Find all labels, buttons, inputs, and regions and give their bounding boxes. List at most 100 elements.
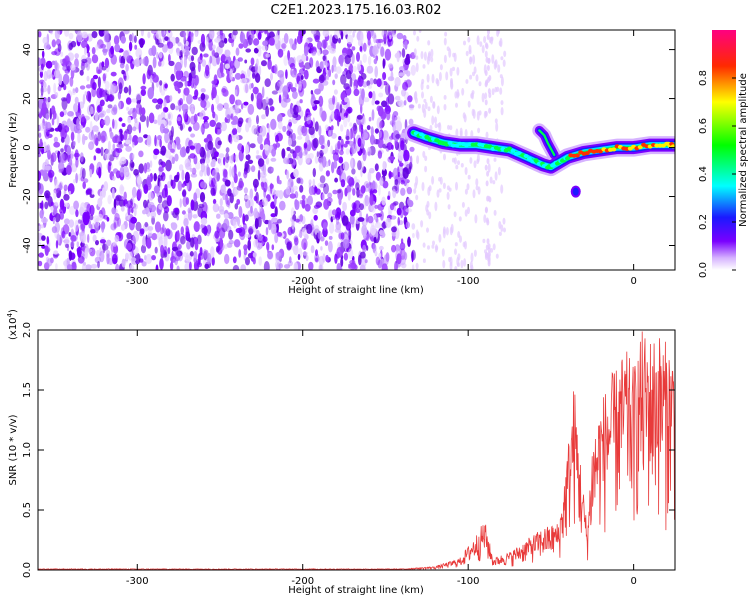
noise-speckle (243, 171, 248, 179)
noise-speckle (374, 128, 379, 134)
noise-speckle (112, 136, 118, 144)
noise-speckle-faint (464, 167, 468, 175)
noise-speckle (288, 121, 292, 127)
colorbar-ticks: 0.0 0.2 0.4 0.6 0.8 (698, 70, 736, 278)
noise-speckle (179, 164, 184, 171)
noise-speckle (47, 96, 51, 103)
noise-speckle (200, 33, 206, 45)
noise-speckle (38, 202, 41, 209)
noise-speckle (170, 103, 176, 111)
spectrogram-y-tick-label: -20 (22, 188, 33, 204)
noise-speckle (190, 31, 194, 43)
noise-speckle (159, 150, 166, 155)
noise-speckle-faint (426, 209, 430, 216)
noise-speckle (322, 49, 329, 56)
noise-speckle (223, 169, 228, 178)
noise-speckle (142, 56, 149, 66)
noise-speckle (192, 214, 198, 219)
noise-speckle (65, 164, 72, 176)
noise-speckle (51, 39, 56, 48)
noise-speckle (129, 264, 135, 270)
noise-speckle (248, 228, 254, 235)
noise-speckle (81, 31, 88, 39)
noise-speckle (253, 38, 260, 46)
noise-speckle (225, 152, 230, 164)
noise-speckle (40, 85, 44, 97)
noise-speckle (370, 30, 374, 37)
noise-speckle-faint (464, 209, 468, 217)
noise-speckle-faint (434, 201, 438, 212)
noise-speckle (197, 234, 202, 245)
noise-speckle (147, 191, 154, 201)
noise-speckle (411, 223, 416, 230)
noise-speckle (132, 126, 137, 132)
noise-speckle-faint (458, 216, 462, 222)
noise-speckle (224, 162, 229, 168)
noise-speckle (210, 246, 215, 259)
noise-speckle (118, 100, 121, 111)
noise-speckle (289, 149, 295, 154)
noise-speckle (387, 30, 395, 38)
noise-speckle-faint (427, 106, 431, 112)
noise-speckle (176, 214, 179, 221)
noise-speckle (176, 265, 180, 270)
noise-speckle-faint (502, 59, 506, 67)
noise-speckle (125, 97, 132, 105)
noise-speckle (64, 218, 70, 225)
noise-speckle (208, 39, 214, 51)
noise-speckle (213, 172, 221, 183)
noise-streak (486, 158, 490, 165)
noise-speckle (79, 152, 84, 163)
noise-speckle-faint (500, 184, 504, 194)
noise-speckle (180, 44, 184, 52)
noise-speckle (379, 120, 384, 129)
noise-speckle (233, 239, 241, 248)
noise-speckle-faint (462, 241, 466, 248)
noise-speckle (155, 30, 162, 40)
noise-speckle (133, 207, 137, 217)
noise-speckle (176, 143, 181, 150)
noise-speckle (167, 181, 172, 189)
noise-speckle (57, 85, 62, 92)
noise-speckle (252, 178, 259, 188)
noise-speckle (63, 84, 67, 91)
noise-speckle (228, 229, 234, 240)
noise-speckle (312, 137, 319, 149)
noise-speckle-faint (463, 40, 466, 46)
noise-speckle (167, 247, 171, 255)
noise-speckle (215, 94, 220, 105)
noise-speckle (126, 106, 130, 111)
noise-speckle-faint (454, 266, 458, 270)
noise-speckle (232, 256, 237, 264)
noise-speckle (277, 70, 285, 78)
colorbar-tick-label: 0.8 (698, 70, 709, 86)
noise-speckle (332, 189, 338, 195)
noise-speckle (89, 120, 93, 133)
noise-speckle (310, 95, 317, 107)
noise-speckle (224, 244, 228, 250)
noise-speckle (322, 55, 326, 61)
spectrogram-frame (37, 29, 676, 271)
noise-speckle (362, 42, 367, 52)
noise-speckle (76, 30, 83, 43)
spectrogram-x-ticks: -300 -200 -100 0 (126, 30, 637, 287)
snr-series-line (38, 331, 675, 570)
noise-speckle (289, 256, 292, 264)
noise-speckle (229, 68, 233, 81)
noise-speckle (184, 254, 192, 262)
colorbar-gradient (712, 30, 736, 270)
noise-speckle (387, 76, 395, 82)
noise-speckle (112, 143, 116, 150)
noise-speckle (188, 126, 192, 132)
spectrogram-y-tick-label: 20 (22, 92, 33, 105)
noise-speckle (387, 195, 390, 200)
noise-speckle-faint (451, 157, 455, 163)
noise-speckle (367, 84, 373, 90)
noise-speckle (254, 73, 261, 83)
noise-speckle (315, 257, 319, 262)
noise-speckle (121, 258, 126, 268)
noise-speckle (216, 67, 224, 79)
noise-speckle (138, 122, 141, 134)
noise-speckle-faint (499, 87, 503, 95)
noise-speckle-faint (469, 56, 473, 63)
